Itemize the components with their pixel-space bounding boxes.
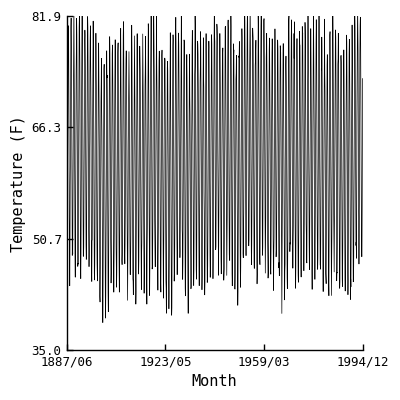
X-axis label: Month: Month	[192, 374, 237, 389]
Y-axis label: Temperature (F): Temperature (F)	[11, 115, 26, 252]
